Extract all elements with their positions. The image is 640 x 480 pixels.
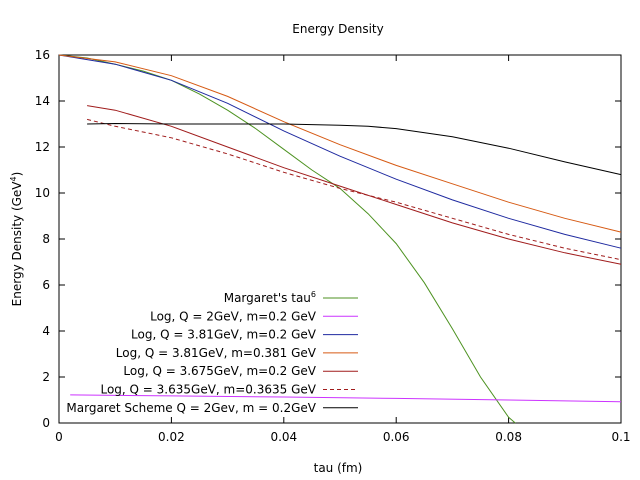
- y-axis-title-main: Energy Density (GeV: [10, 181, 24, 307]
- legend-label-text: Log, Q = 3.675GeV, m=0.2 GeV: [123, 364, 316, 378]
- series-line-4: [58, 54, 622, 233]
- series-lines: [58, 54, 622, 424]
- series-line-2: [70, 394, 622, 403]
- y-tick-label: 14: [35, 94, 50, 108]
- series-line-6: [86, 118, 622, 261]
- y-tick-label: 12: [35, 140, 50, 154]
- x-tick-label: 0.08: [495, 430, 522, 444]
- series-line-5: [87, 105, 622, 265]
- x-tick-label: 0.02: [158, 430, 185, 444]
- plot-area: 0 0.02 0.04 0.06 0.08 0.1 0 2 4 6 8 10 12 14 16: [35, 48, 631, 444]
- legend-label-3: Log, Q = 3.81GeV, m=0.2 GeV: [131, 328, 317, 342]
- x-axis-ticks: 0 0.02 0.04 0.06 0.08 0.1: [55, 55, 631, 444]
- y-axis-title-sup: 4: [9, 176, 18, 181]
- y-tick-label: 10: [35, 186, 50, 200]
- x-axis-title: tau (fm): [314, 461, 363, 475]
- y-tick-label: 0: [42, 416, 50, 430]
- legend-label-text: Margaret's tau: [224, 291, 311, 305]
- x-tick-label: 0: [55, 430, 63, 444]
- legend-label-text: Log, Q = 3.635GeV, m=0.3635 GeV: [100, 383, 316, 397]
- y-axis-title-close: ): [10, 172, 24, 177]
- legend-label-4: Log, Q = 3.81GeV, m=0.381 GeV: [116, 346, 317, 360]
- legend: Margaret's tau6 Log, Q = 2GeV, m=0.2 GeV L…: [66, 290, 358, 415]
- series-line-1: [58, 54, 516, 424]
- legend-label-2: Log, Q = 2GeV, m=0.2 GeV: [150, 309, 317, 323]
- y-axis-title: Energy Density (GeV4): [9, 172, 24, 307]
- y-axis-ticks: 0 2 4 6 8 10 12 14 16: [35, 48, 621, 430]
- x-tick-label: 0.1: [611, 430, 630, 444]
- y-tick-label: 8: [42, 232, 50, 246]
- legend-label-1: Margaret's tau6: [224, 290, 316, 305]
- x-tick-label: 0.06: [383, 430, 410, 444]
- legend-label-text: Log, Q = 2GeV, m=0.2 GeV: [150, 309, 317, 323]
- legend-label-text: Margaret Scheme Q = 2Gev, m = 0.2GeV: [66, 401, 316, 415]
- legend-label-5: Log, Q = 3.675GeV, m=0.2 GeV: [123, 364, 316, 378]
- legend-label-text: Log, Q = 3.81GeV, m=0.381 GeV: [116, 346, 317, 360]
- legend-label-6: Log, Q = 3.635GeV, m=0.3635 GeV: [100, 383, 316, 397]
- legend-label-sup: 6: [311, 290, 316, 299]
- x-tick-label: 0.04: [270, 430, 297, 444]
- series-line-3: [58, 54, 622, 249]
- y-tick-label: 4: [42, 324, 50, 338]
- y-tick-label: 16: [35, 48, 50, 62]
- chart-title: Energy Density: [292, 22, 383, 36]
- series-line-7: [87, 122, 622, 176]
- y-tick-label: 6: [42, 278, 50, 292]
- legend-label-text: Log, Q = 3.81GeV, m=0.2 GeV: [131, 328, 317, 342]
- legend-label-7: Margaret Scheme Q = 2Gev, m = 0.2GeV: [66, 401, 316, 415]
- y-tick-label: 2: [42, 370, 50, 384]
